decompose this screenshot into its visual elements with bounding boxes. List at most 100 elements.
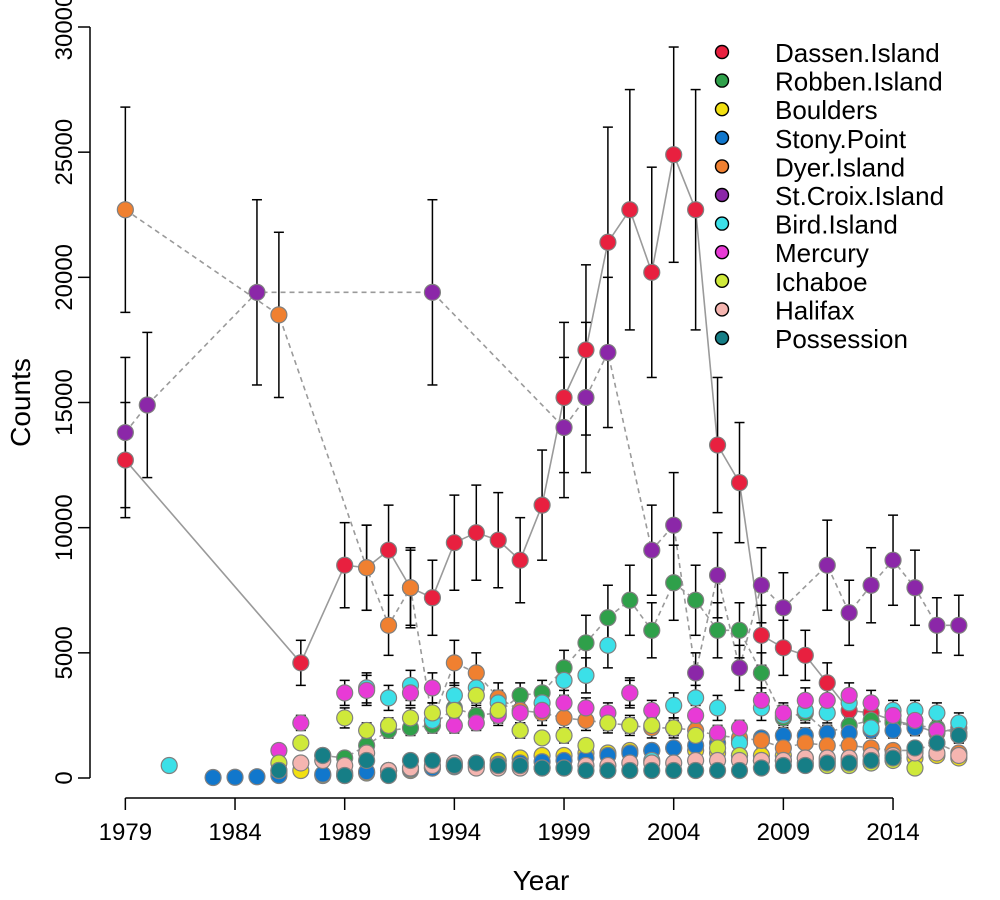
data-point — [687, 706, 705, 725]
data-point — [840, 686, 858, 704]
legend: Dassen.IslandRobben.IslandBouldersStony.… — [714, 38, 944, 354]
data-point — [533, 701, 551, 720]
data-point — [204, 768, 222, 787]
data-point — [160, 756, 178, 775]
data-point — [796, 691, 814, 709]
data-point — [752, 576, 771, 594]
data-point — [708, 566, 727, 584]
x-axis-title: Year — [513, 865, 570, 896]
data-point — [665, 761, 683, 780]
data-point — [489, 756, 507, 775]
data-point — [577, 341, 595, 359]
data-point — [708, 436, 727, 454]
data-point — [445, 686, 463, 704]
data-point — [511, 721, 529, 740]
data-point — [270, 761, 288, 780]
data-point — [818, 754, 836, 772]
data-point — [577, 634, 595, 652]
data-point — [818, 556, 836, 574]
data-point — [555, 726, 573, 745]
data-point — [336, 709, 354, 727]
data-point — [379, 541, 398, 559]
data-point — [665, 696, 683, 715]
legend-label: Dassen.Island — [775, 38, 940, 68]
data-point — [752, 759, 771, 777]
data-point — [862, 751, 880, 770]
data-point — [445, 701, 463, 720]
data-point — [379, 766, 398, 785]
data-point — [621, 716, 639, 735]
data-point — [621, 201, 639, 219]
data-point — [599, 609, 617, 627]
data-point — [467, 524, 485, 542]
data-point — [577, 736, 595, 755]
y-tick-label: 10000 — [51, 494, 78, 561]
data-point — [599, 636, 617, 654]
data-point — [950, 616, 968, 634]
y-tick-label: 0 — [51, 771, 78, 784]
data-point — [511, 686, 529, 704]
legend-label: Ichaboe — [775, 267, 868, 297]
data-point — [358, 721, 376, 740]
x-tick-label: 2009 — [757, 819, 810, 846]
data-point — [577, 761, 595, 780]
data-point — [314, 746, 332, 765]
legend-label: Bird.Island — [775, 210, 898, 240]
data-point — [687, 201, 705, 219]
data-point — [862, 576, 880, 594]
x-tick-label: 2004 — [647, 819, 700, 846]
data-point — [708, 699, 727, 717]
data-point — [423, 589, 442, 607]
legend-label: Possession — [775, 324, 908, 354]
data-point — [226, 768, 244, 786]
data-point — [774, 756, 792, 775]
data-point — [555, 709, 573, 727]
data-point — [555, 759, 573, 777]
data-point — [818, 691, 836, 709]
x-axis: 1979 1984 1989 1994 1999 2004 2009 2014 — [99, 797, 920, 846]
data-point — [511, 551, 529, 569]
data-point — [467, 664, 485, 682]
data-point — [599, 343, 617, 362]
data-point — [358, 681, 376, 699]
y-tick-label: 15000 — [51, 369, 78, 436]
legend-marker — [714, 44, 730, 60]
x-tick-label: 1994 — [428, 819, 481, 846]
data-point — [665, 146, 683, 164]
data-point — [708, 621, 727, 639]
data-point — [401, 684, 420, 702]
data-point — [950, 746, 968, 765]
data-point — [401, 751, 420, 770]
legend-label: Boulders — [775, 95, 878, 125]
data-point — [292, 654, 310, 672]
data-point — [621, 684, 639, 702]
data-point — [708, 761, 727, 780]
legend-label: Robben.Island — [775, 67, 943, 97]
data-point — [840, 604, 858, 622]
data-point — [840, 754, 858, 772]
data-point — [533, 729, 551, 747]
data-point — [555, 671, 573, 689]
data-point — [336, 556, 354, 574]
data-point — [577, 666, 595, 684]
data-point — [884, 749, 902, 767]
data-point — [818, 674, 836, 692]
data-point — [708, 724, 727, 742]
data-point — [752, 626, 771, 644]
data-point — [730, 621, 749, 639]
data-point — [730, 761, 749, 780]
legend-marker — [714, 330, 730, 346]
data-point — [730, 474, 749, 492]
data-point — [906, 579, 924, 597]
data-point — [862, 719, 880, 737]
data-point — [401, 709, 420, 727]
data-point — [884, 551, 902, 569]
data-point — [511, 704, 529, 722]
legend-marker — [714, 244, 730, 260]
data-point — [423, 704, 442, 722]
legend-marker — [714, 273, 730, 288]
legend-label: Halifax — [775, 295, 854, 325]
data-point — [138, 396, 156, 414]
data-point — [401, 579, 420, 597]
y-axis: 0 5000 10000 15000 20000 25000 30000 — [51, 0, 91, 785]
